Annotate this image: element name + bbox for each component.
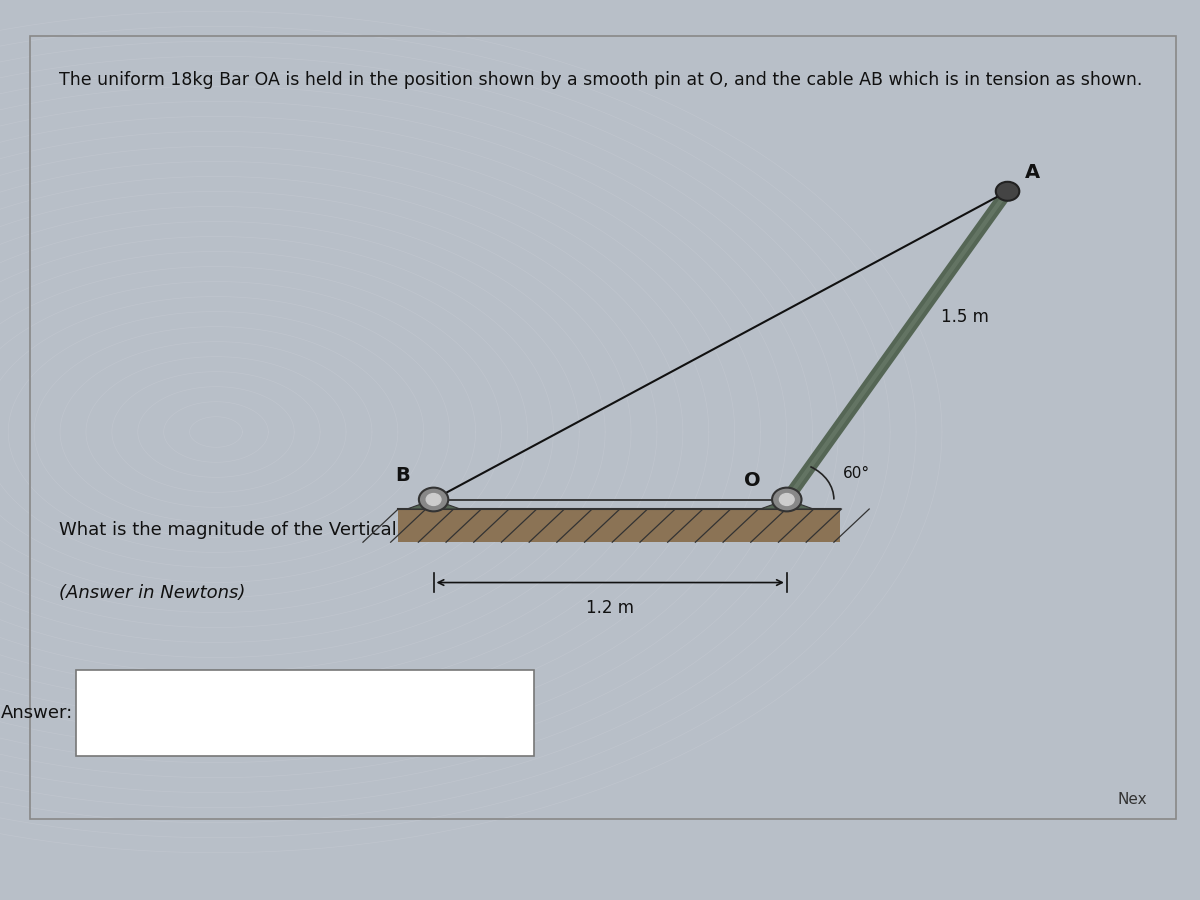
Text: Answer:: Answer:	[1, 705, 73, 723]
FancyBboxPatch shape	[76, 670, 534, 756]
Circle shape	[996, 182, 1019, 201]
Text: O: O	[744, 471, 761, 490]
Polygon shape	[407, 500, 460, 509]
Circle shape	[419, 488, 449, 511]
Text: The uniform 18kg Bar OA is held in the position shown by a smooth pin at O, and : The uniform 18kg Bar OA is held in the p…	[59, 71, 1142, 89]
Text: (Answer in Newtons): (Answer in Newtons)	[59, 584, 245, 602]
Circle shape	[772, 488, 802, 511]
Text: B: B	[395, 466, 410, 485]
Text: A: A	[1025, 163, 1040, 182]
Circle shape	[780, 493, 794, 506]
Text: 1.5 m: 1.5 m	[941, 308, 989, 326]
Polygon shape	[761, 500, 814, 509]
Text: Nex: Nex	[1117, 792, 1147, 807]
Text: 1.2 m: 1.2 m	[586, 599, 634, 617]
Text: 60°: 60°	[842, 465, 870, 481]
Circle shape	[426, 493, 440, 506]
Text: What is the magnitude of the Vertical reaction force at O: What is the magnitude of the Vertical re…	[59, 521, 571, 539]
Bar	[398, 509, 840, 542]
